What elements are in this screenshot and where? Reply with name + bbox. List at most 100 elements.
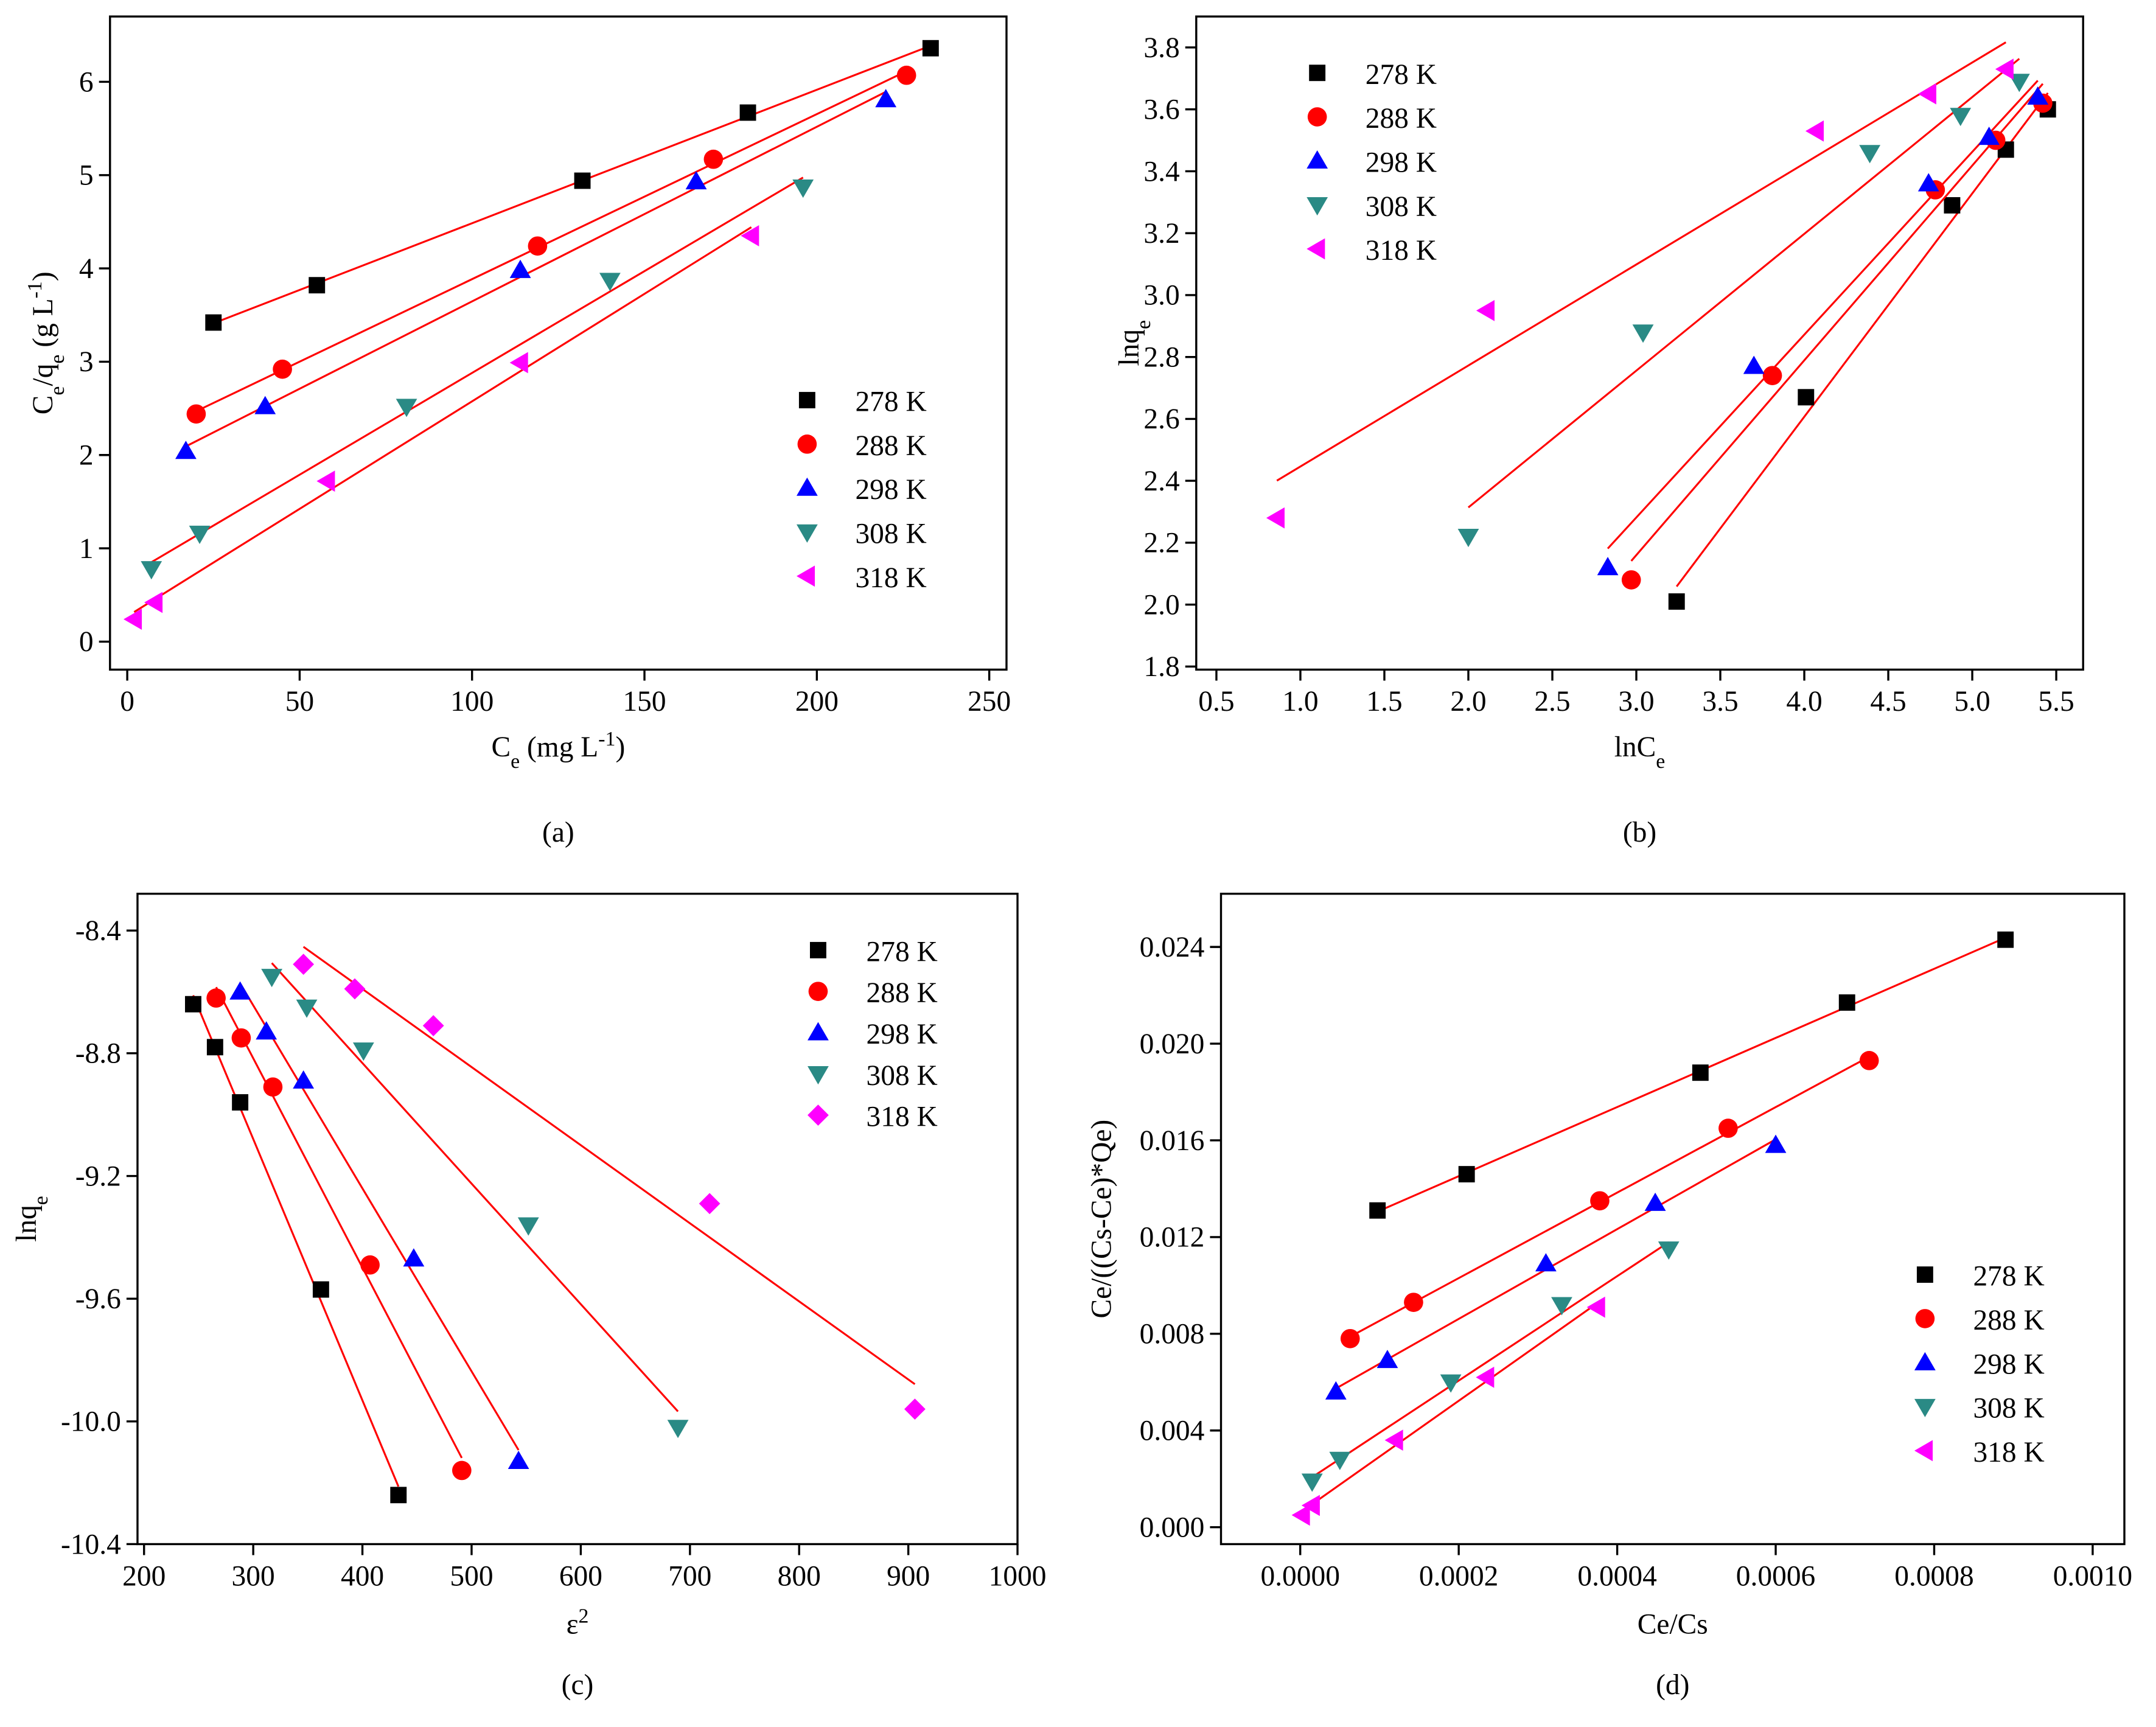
legend-label: 318 K bbox=[1366, 235, 1437, 267]
marker bbox=[809, 941, 826, 958]
marker bbox=[1476, 1366, 1495, 1388]
marker bbox=[1978, 127, 2000, 145]
marker bbox=[186, 404, 206, 424]
marker bbox=[1384, 1429, 1403, 1451]
x-tick-label: 100 bbox=[450, 686, 494, 717]
y-tick-label: 6 bbox=[79, 66, 94, 98]
marker bbox=[1307, 107, 1327, 127]
fit-line bbox=[239, 983, 520, 1451]
marker bbox=[1914, 1352, 1936, 1370]
marker bbox=[296, 999, 318, 1018]
legend-label: 298 K bbox=[867, 1019, 938, 1050]
marker bbox=[1404, 1293, 1423, 1312]
marker bbox=[293, 1070, 315, 1089]
marker bbox=[1291, 1504, 1310, 1526]
marker bbox=[517, 1217, 539, 1236]
marker bbox=[273, 359, 292, 379]
x-tick-label: 5.0 bbox=[1954, 686, 1990, 717]
marker bbox=[1859, 145, 1881, 164]
marker bbox=[1718, 1118, 1738, 1138]
x-tick-label: 4.0 bbox=[1786, 686, 1822, 717]
y-tick-label: 5 bbox=[79, 160, 94, 192]
marker bbox=[1307, 197, 1328, 216]
marker bbox=[1440, 1374, 1462, 1393]
marker bbox=[360, 1255, 380, 1275]
y-tick-label: 0 bbox=[79, 626, 94, 658]
fit-line bbox=[150, 176, 804, 563]
marker bbox=[1668, 593, 1685, 610]
y-axis-label-part: ) bbox=[27, 271, 59, 281]
x-tick-label: 0.0000 bbox=[1260, 1560, 1339, 1592]
y-tick-label: 0.024 bbox=[1140, 932, 1205, 963]
marker bbox=[1805, 120, 1824, 142]
marker bbox=[1301, 1473, 1323, 1492]
x-axis-label-part: ) bbox=[615, 731, 625, 763]
marker bbox=[875, 89, 897, 108]
fit-line bbox=[1630, 83, 2044, 562]
x-tick-label: 800 bbox=[778, 1560, 821, 1592]
y-tick-label: 3.2 bbox=[1143, 218, 1179, 249]
legend-label: 298 K bbox=[855, 474, 926, 506]
y-tick-label: 1 bbox=[79, 533, 94, 565]
marker bbox=[1329, 1451, 1351, 1470]
marker bbox=[1309, 65, 1326, 82]
x-axis-label: Ce (mg L-1) bbox=[491, 727, 625, 772]
fit-line bbox=[1350, 1056, 1870, 1338]
x-tick-label: 700 bbox=[668, 1560, 711, 1592]
x-tick-label: 250 bbox=[968, 686, 1011, 717]
fit-line bbox=[1675, 92, 2049, 587]
marker bbox=[1838, 994, 1855, 1011]
fit-line bbox=[1276, 41, 2007, 482]
marker bbox=[739, 104, 756, 121]
marker bbox=[703, 149, 724, 169]
x-axis-label-part: C bbox=[491, 731, 511, 763]
marker bbox=[2027, 86, 2049, 105]
marker bbox=[741, 225, 759, 246]
y-tick-label: 2 bbox=[79, 440, 94, 472]
panel-label: (a) bbox=[542, 817, 574, 848]
marker bbox=[808, 1104, 829, 1126]
marker bbox=[1798, 389, 1815, 406]
marker bbox=[896, 65, 916, 85]
legend-label: 288 K bbox=[855, 430, 926, 462]
fit-line bbox=[1311, 1241, 1670, 1478]
panel-label: (b) bbox=[1623, 817, 1656, 848]
x-axis-label-part: lnC bbox=[1614, 731, 1656, 763]
x-tick-label: 0.5 bbox=[1198, 686, 1234, 717]
marker bbox=[1476, 299, 1495, 321]
marker bbox=[205, 314, 222, 331]
x-tick-label: 3.0 bbox=[1618, 686, 1654, 717]
legend-label: 288 K bbox=[1366, 103, 1437, 134]
legend-label: 308 K bbox=[867, 1060, 938, 1092]
y-axis-label-part: -1 bbox=[23, 281, 46, 298]
marker bbox=[922, 40, 939, 57]
y-tick-label: 3 bbox=[79, 346, 94, 378]
x-axis-label-part: 2 bbox=[579, 1605, 589, 1627]
x-axis-label-part: e bbox=[1656, 750, 1665, 772]
marker bbox=[1369, 1202, 1386, 1219]
x-axis-label-part: -1 bbox=[598, 727, 615, 750]
marker bbox=[1307, 150, 1328, 169]
marker bbox=[312, 1281, 329, 1298]
y-tick-label: 0.020 bbox=[1140, 1028, 1205, 1060]
y-tick-label: 0.008 bbox=[1140, 1319, 1205, 1350]
x-tick-label: 0.0008 bbox=[1894, 1560, 1973, 1592]
marker bbox=[1765, 1134, 1787, 1153]
marker bbox=[1914, 1398, 1936, 1417]
y-axis-label: lnqe bbox=[11, 1196, 52, 1242]
y-tick-label: -9.2 bbox=[75, 1160, 121, 1192]
marker bbox=[1586, 1296, 1605, 1318]
marker bbox=[1376, 1350, 1398, 1369]
y-tick-label: -10.0 bbox=[61, 1406, 121, 1438]
x-tick-label: 1.5 bbox=[1366, 686, 1402, 717]
y-tick-label: 2.2 bbox=[1143, 528, 1179, 559]
x-axis-label-part: e bbox=[511, 750, 520, 772]
fit-line bbox=[133, 226, 752, 613]
y-tick-label: 0.016 bbox=[1140, 1125, 1205, 1157]
fit-line bbox=[215, 986, 463, 1459]
marker bbox=[796, 565, 815, 587]
x-tick-label: 5.5 bbox=[2038, 686, 2074, 717]
marker bbox=[189, 525, 211, 544]
x-tick-label: 0.0002 bbox=[1419, 1560, 1498, 1592]
marker bbox=[1743, 355, 1765, 374]
